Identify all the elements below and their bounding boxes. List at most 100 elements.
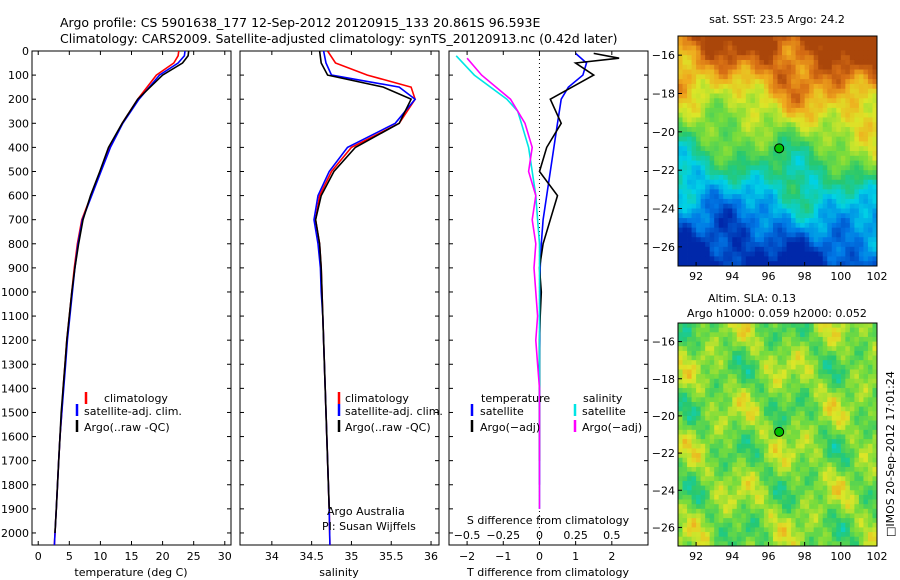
map-cell [813,494,819,500]
map-cell [696,490,702,496]
map-cell [772,36,778,42]
map-cell [691,69,697,75]
map-cell [800,45,806,51]
map-cell [687,155,692,161]
map-cell [800,160,806,166]
map-cell [705,532,711,538]
map-cell [763,256,769,262]
map-cell [723,103,729,109]
map-cell [822,453,828,459]
map-cell [854,141,860,147]
map-cell [818,490,824,496]
map-cell [745,383,751,389]
map-cell [682,40,688,46]
map-cell [867,420,873,426]
map-cell [709,480,715,487]
map-cell [854,237,860,243]
map-cell [836,508,842,514]
map-cell [718,122,724,128]
map-cell [732,256,738,262]
map-cell [763,208,769,214]
map-cell [854,194,860,200]
map-cell [691,93,697,99]
map-cell [800,476,806,482]
map-cell [741,443,747,449]
map-cell [732,532,738,538]
map-cell [849,64,855,70]
map-cell [732,189,738,195]
map-cell [872,350,878,356]
map-cell [818,155,824,161]
map-cell [804,146,810,152]
map-cell [691,184,697,190]
map-cell [736,494,742,500]
map-cell [714,237,720,243]
map-cell [754,406,760,412]
map-cell [795,213,801,219]
map-cell [700,392,706,398]
map-cell [759,392,765,398]
map-cell [678,411,683,417]
map-cell [723,527,729,533]
map-cell [827,174,833,181]
map-cell [795,360,801,366]
map-cell [872,40,878,46]
map-cell [763,536,769,542]
map-cell [818,443,824,449]
map-cell [845,448,851,454]
map-cell [709,383,715,389]
map-cell [727,213,733,219]
map-cell [682,434,688,440]
map-cell [872,448,878,454]
map-cell [813,425,819,431]
map-cell [836,103,842,109]
map-cell [768,453,774,459]
map-cell [696,127,702,133]
map-cell [822,350,828,356]
map-cell [863,50,869,56]
map-cell [682,341,688,347]
map-cell [696,246,702,253]
map-cell [786,499,792,505]
map-cell [831,425,837,431]
map-cell [791,508,796,514]
map-cell [772,448,778,454]
map-cell [696,392,702,398]
map-sla-xtick-label: 94 [725,550,739,563]
map-cell [714,218,720,224]
map-cell [831,378,837,384]
map-cell [809,179,815,185]
map-cell [768,499,774,505]
map-cell [872,256,878,262]
map-cell [800,189,806,195]
map-cell [745,165,751,171]
map-cell [863,369,869,375]
map-cell [736,476,742,482]
map-cell [736,136,742,142]
map-cell [858,429,864,435]
map-cell [840,532,846,538]
map-cell [827,532,833,538]
map-cell [750,476,756,482]
map-cell [777,232,783,238]
map-cell [750,36,756,42]
map-cell [854,242,860,248]
map-cell [678,184,683,190]
map-cell [858,499,864,505]
map-cell [678,155,683,161]
map-cell [827,131,833,138]
map-cell [786,355,792,361]
map-cell [714,83,720,90]
map-cell [782,453,787,459]
map-cell [872,364,878,370]
map-cell [836,415,842,421]
map-cell [872,499,878,505]
map-cell [845,227,851,233]
map-cell [732,83,738,90]
map-cell [763,415,769,421]
map-cell [804,256,810,262]
map-cell [782,527,787,533]
map-cell [759,448,765,454]
map-cell [804,401,810,408]
map-cell [872,50,878,56]
